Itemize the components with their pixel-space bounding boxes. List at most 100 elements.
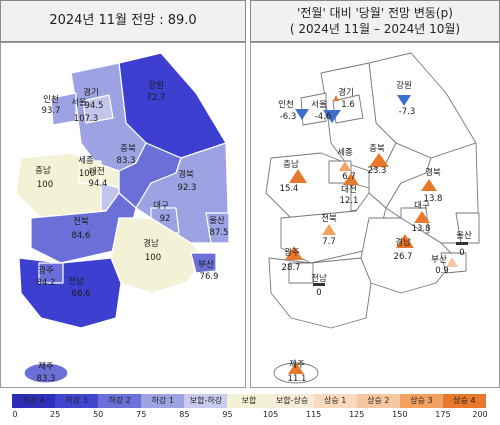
legend-tick: 0 — [12, 410, 18, 419]
down-arrow-icon — [295, 109, 309, 120]
label-busan: 부산 — [198, 259, 214, 270]
rvalue-jeonbuk: 7.7 — [322, 237, 336, 247]
legend-item: 하강 3 — [55, 394, 99, 408]
rlabel-chungbuk: 충북 — [369, 144, 385, 154]
up-arrow-icon — [446, 257, 458, 267]
rlabel-gyeonggi: 경기 — [338, 87, 354, 98]
region-jeonnam — [18, 257, 122, 329]
legend-item: 상승 2 — [356, 394, 400, 408]
label-jeju: 제주 — [38, 362, 54, 372]
rlabel-gyeongnam: 경남 — [395, 237, 411, 248]
value-seoul: 107.3 — [74, 114, 98, 124]
label-gyeongbuk: 경북 — [178, 169, 194, 180]
region-busan — [190, 252, 217, 274]
legend-item: 하강 4 — [12, 394, 56, 408]
up-arrow-icon — [421, 179, 437, 191]
rvalue-chungbuk: 23.3 — [368, 166, 387, 176]
legend-tick: 115 — [305, 410, 322, 419]
rvalue-gangwon: -7.3 — [399, 107, 416, 117]
legend-tick: 85 — [179, 410, 190, 419]
up-arrow-icon — [396, 234, 414, 248]
right-map-panel: 인천 -6.3 서울 -4.6 경기 1.6 강원 -7.3 충북 23.3 세… — [250, 42, 500, 388]
region-seoul — [82, 94, 114, 124]
rlabel-jeju: 제주 — [289, 360, 305, 370]
rvalue-jeju: 11.1 — [288, 374, 307, 384]
up-arrow-icon — [343, 173, 359, 185]
value-daegu: 92 — [160, 214, 171, 224]
value-jeju: 83.3 — [37, 374, 56, 384]
legend-tick: 25 — [49, 410, 61, 419]
rregion-ulsan — [455, 212, 480, 244]
legend-item: 상승 3 — [399, 394, 443, 408]
value-sejong: 100 — [79, 169, 95, 179]
legend-tick: 200 — [472, 410, 488, 419]
legend-item: 보합-상승 — [270, 394, 314, 408]
legend-tick: 150 — [392, 410, 408, 419]
value-gwangju: 84.2 — [37, 278, 56, 288]
region-jeju — [23, 362, 69, 384]
label-incheon: 인천 — [43, 94, 59, 105]
label-daejeon: 대전 — [89, 166, 105, 177]
legend-tick: 95 — [222, 410, 233, 419]
rvalue-busan: 0.9 — [435, 266, 449, 276]
right-title: '전월' 대비 '당월' 전망 변동(p) ( 2024년 11월 – 2024… — [250, 0, 500, 42]
right-title-line1: '전월' 대비 '당월' 전망 변동(p) — [297, 6, 453, 20]
up-arrow-icon — [414, 211, 430, 223]
rvalue-gyeonggi: 1.6 — [341, 100, 355, 110]
legend-item: 보합-하강 — [184, 394, 228, 408]
rvalue-daejeon: 12.1 — [340, 196, 359, 206]
legend-tick: 105 — [262, 410, 279, 419]
legend-item: 상승 1 — [313, 394, 357, 408]
value-daejeon: 94.4 — [89, 179, 108, 189]
rvalue-chungnam: 15.4 — [280, 184, 299, 194]
rlabel-chungnam: 충남 — [283, 160, 299, 170]
label-seoul: 서울 — [71, 98, 87, 108]
rlabel-gyeongbuk: 경북 — [425, 167, 441, 178]
rlabel-daejeon: 대전 — [341, 184, 357, 195]
down-arrow-icon — [323, 110, 341, 123]
rvalue-daegu: 13.8 — [412, 224, 431, 234]
legend-bar: 하강 4 하강 3 하강 2 하강 1 보합-하강 보합 보합-상승 상승 1 상승 2 상승 3… — [12, 394, 487, 408]
legend-item: 하강 2 — [98, 394, 142, 408]
legend-tick: 125 — [349, 410, 365, 419]
left-title: 2024년 11월 전망 : 89.0 — [0, 0, 246, 42]
value-chungbuk: 83.3 — [117, 156, 136, 166]
up-arrow-icon — [333, 95, 339, 101]
value-chungnam: 100 — [37, 180, 53, 190]
no-change-icon — [313, 283, 325, 286]
value-incheon: 93.7 — [42, 106, 61, 116]
label-jeonbuk: 전북 — [73, 216, 89, 227]
value-busan: 76.9 — [200, 272, 219, 282]
value-jeonnam: 66.6 — [72, 289, 91, 299]
label-chungbuk: 충북 — [120, 144, 136, 154]
region-ulsan — [205, 212, 230, 244]
left-map: 인천 93.7 경기 94.5 서울 107.3 강원 72.7 충북 83.3… — [15, 52, 230, 384]
value-gangwon: 72.7 — [147, 93, 166, 103]
label-daegu: 대구 — [153, 201, 169, 211]
legend-tick: 75 — [136, 410, 147, 419]
value-gyeongnam: 100 — [145, 253, 161, 263]
rlabel-gwangju: 광주 — [284, 247, 300, 258]
label-ulsan: 울산 — [209, 215, 225, 226]
rlabel-ulsan: 울산 — [456, 230, 472, 241]
left-map-panel: 인천 93.7 경기 94.5 서울 107.3 강원 72.7 충북 83.3… — [0, 42, 246, 388]
rlabel-incheon: 인천 — [278, 99, 294, 110]
legend-item: 상승 4 — [442, 394, 487, 408]
rvalue-gyeongnam: 26.7 — [394, 252, 413, 262]
no-change-icon — [456, 242, 468, 245]
value-gyeonggi: 94.5 — [85, 101, 104, 111]
label-gyeonggi: 경기 — [83, 87, 99, 98]
up-arrow-icon — [369, 153, 389, 167]
rvalue-gwangju: 28.7 — [282, 263, 301, 273]
region-sejong — [78, 160, 102, 184]
label-gyeongnam: 경남 — [143, 238, 159, 249]
right-title-line2: ( 2024년 11월 – 2024년 10월) — [289, 22, 461, 36]
up-arrow-icon — [289, 169, 307, 183]
rlabel-daegu: 대구 — [414, 201, 430, 211]
region-incheon — [50, 92, 77, 126]
right-map: 인천 -6.3 서울 -4.6 경기 1.6 강원 -7.3 충북 23.3 세… — [265, 52, 480, 384]
rlabel-seoul: 서울 — [311, 100, 327, 110]
legend-ticks: 0 25 50 75 85 95 105 115 125 150 175 200 — [0, 410, 500, 422]
rvalue-gyeongbuk: 13.8 — [424, 194, 443, 204]
rlabel-sejong: 세종 — [337, 148, 353, 158]
